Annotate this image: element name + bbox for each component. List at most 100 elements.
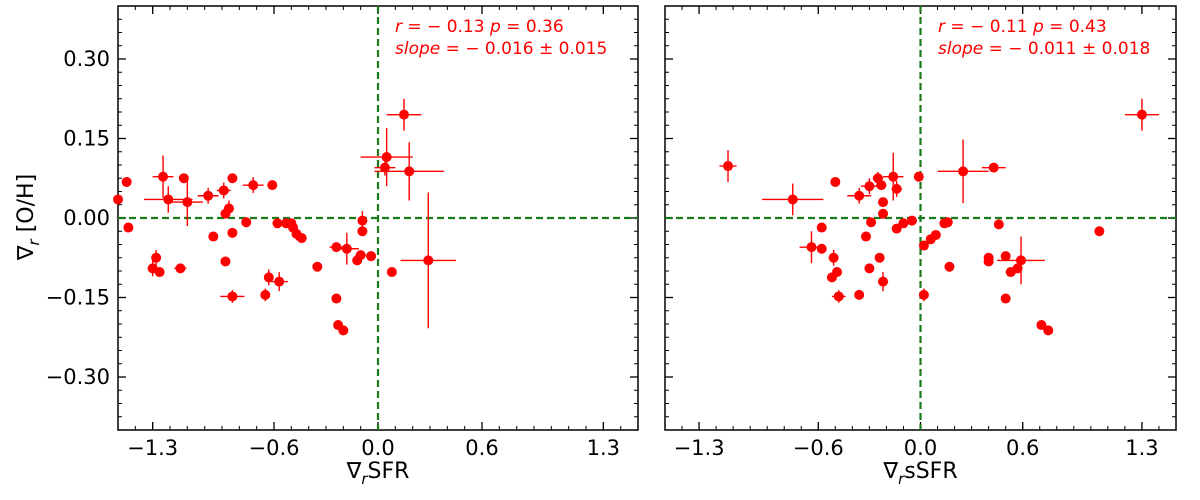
point-marker	[357, 215, 368, 226]
data-point	[1000, 293, 1011, 304]
data-point	[400, 192, 456, 329]
data-point	[816, 222, 827, 233]
data-point	[874, 252, 885, 263]
point-marker	[854, 289, 865, 300]
point-marker	[227, 291, 238, 302]
data-point	[831, 290, 846, 303]
data-point	[113, 194, 123, 205]
data-point	[876, 180, 887, 191]
point-marker	[151, 252, 162, 263]
data-point	[171, 178, 203, 226]
x-tick-label: 0.0	[904, 436, 937, 460]
point-marker	[891, 223, 902, 234]
scatter-panel-1: −1.3 −0.6 0.0 0.6 1.3 0.30 0.15 0.00 −0.15 −0.30 ∇…	[46, 5, 639, 488]
point-marker	[386, 267, 397, 278]
data-point	[147, 260, 158, 277]
data-point	[891, 180, 902, 197]
point-marker	[404, 166, 415, 177]
data-point	[1094, 226, 1105, 237]
point-marker	[1043, 325, 1054, 336]
data-point	[864, 263, 875, 274]
data-point	[241, 217, 252, 228]
data-point	[942, 217, 953, 228]
data-point	[263, 269, 274, 286]
data-point	[930, 229, 941, 240]
data-point	[1124, 98, 1159, 131]
data-point	[762, 183, 824, 216]
point-marker	[158, 171, 169, 182]
point-marker	[878, 197, 889, 208]
point-marker	[379, 162, 390, 173]
point-marker	[913, 171, 924, 182]
point-marker	[906, 215, 917, 226]
point-marker	[988, 162, 999, 173]
x-tick-label: −1.3	[674, 436, 725, 460]
data-point	[374, 159, 396, 176]
point-marker	[918, 240, 929, 251]
p-label: p	[1032, 17, 1044, 37]
data-point	[993, 219, 1004, 230]
data-point	[854, 289, 865, 300]
data-point	[830, 176, 841, 187]
point-marker	[833, 291, 844, 302]
data-point	[860, 178, 878, 195]
point-marker	[203, 190, 214, 201]
y-tick-label: 0.00	[63, 206, 110, 230]
point-marker	[272, 218, 283, 229]
data-point	[366, 251, 377, 262]
y-tick-label: 0.30	[63, 47, 110, 71]
point-marker	[312, 261, 323, 272]
data-point	[860, 231, 871, 242]
point-marker	[860, 231, 871, 242]
x-tick-label: 0.6	[1006, 436, 1039, 460]
x-axis-label-sub: r	[898, 470, 905, 488]
point-marker	[723, 161, 734, 172]
data-point	[220, 208, 231, 219]
data-point	[898, 218, 909, 229]
point-marker	[832, 267, 843, 278]
stats-annotation-slope: slope = − 0.011 ± 0.018	[938, 39, 1150, 59]
data-point	[270, 272, 288, 292]
point-marker	[816, 222, 827, 233]
point-marker	[958, 166, 969, 177]
data-point	[331, 293, 342, 304]
point-marker	[357, 226, 368, 237]
x-axis-label-sub: r	[361, 470, 368, 488]
y-tick-label: −0.15	[46, 286, 110, 310]
data-point	[828, 249, 839, 266]
data-point	[944, 261, 955, 272]
slope-label: slope	[938, 39, 983, 59]
x-axis-label: ∇rSFR	[346, 459, 410, 488]
data-point	[329, 242, 344, 253]
x-axis-label-symbol: ∇	[882, 459, 898, 484]
data-point	[227, 173, 238, 184]
data-point	[877, 272, 889, 292]
x-axis-label-symbol: ∇	[346, 459, 362, 484]
point-marker	[787, 194, 798, 205]
point-marker	[154, 267, 165, 278]
data-point	[174, 263, 187, 274]
point-marker	[828, 252, 839, 263]
point-marker	[175, 263, 186, 274]
data-point	[913, 171, 924, 182]
point-marker	[331, 242, 342, 253]
data-point	[866, 217, 877, 228]
point-marker	[296, 233, 307, 244]
point-marker	[1136, 109, 1147, 120]
point-marker	[1012, 263, 1023, 274]
point-marker	[399, 109, 409, 120]
data-point	[906, 215, 917, 226]
x-tick-label: 1.3	[587, 436, 620, 460]
data-point	[374, 142, 444, 201]
point-marker	[331, 293, 342, 304]
point-marker	[830, 176, 841, 187]
data-point	[334, 232, 359, 265]
x-axis-label-text: sSFR	[904, 459, 957, 484]
point-marker	[816, 243, 827, 254]
point-marker	[854, 190, 865, 201]
y-tick-label: 0.15	[63, 127, 110, 151]
point-marker	[182, 197, 193, 208]
point-marker	[355, 250, 366, 261]
